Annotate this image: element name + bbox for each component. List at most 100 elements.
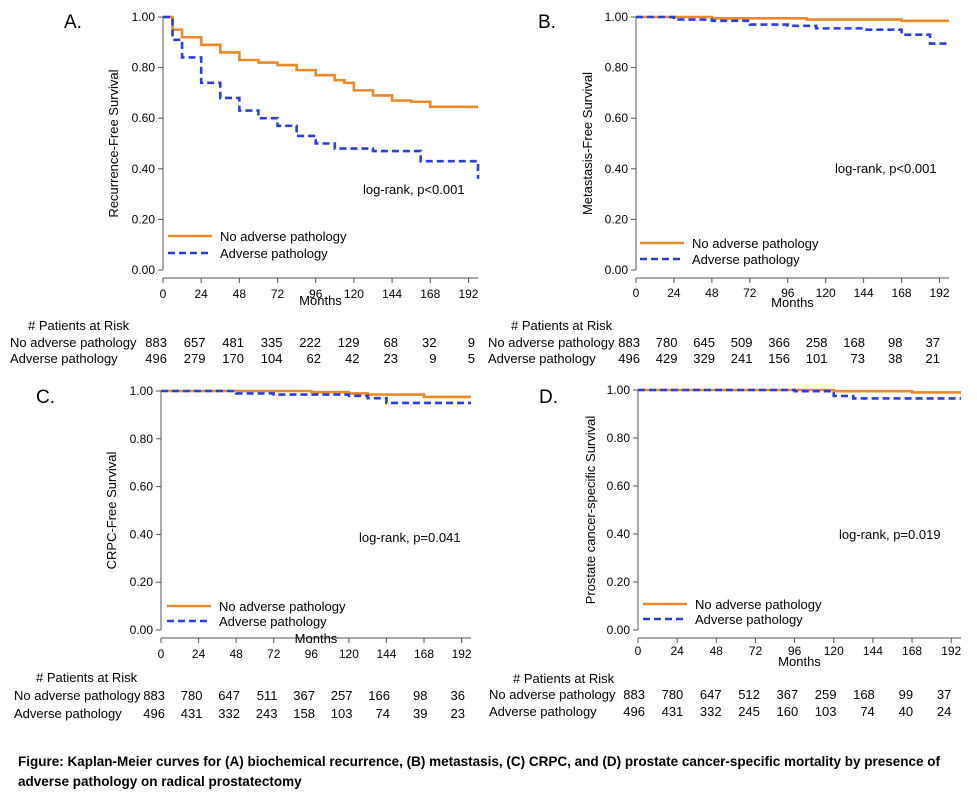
y-tick-label: 0.60 <box>130 480 154 494</box>
x-tick-label: 192 <box>941 644 961 658</box>
y-tick-label: 0.60 <box>607 479 631 493</box>
risk-value: 40 <box>899 704 913 719</box>
legend-label: Adverse pathology <box>219 614 327 629</box>
risk-value: 23 <box>384 351 398 366</box>
x-tick-label: 72 <box>267 647 281 661</box>
y-tick-label: 0.60 <box>605 111 629 125</box>
y-tick-label: 0.40 <box>605 162 629 176</box>
risk-value: 645 <box>693 335 715 350</box>
logrank-annotation: log-rank, p<0.001 <box>363 182 465 197</box>
risk-table-title: # Patients at Risk <box>28 318 130 333</box>
y-tick-label: 0.00 <box>607 623 631 637</box>
y-tick-label: 0.00 <box>605 263 629 277</box>
risk-value: 366 <box>768 335 790 350</box>
risk-value: 103 <box>331 706 353 721</box>
y-tick-label: 0.00 <box>130 623 154 637</box>
risk-value: 37 <box>937 687 951 702</box>
risk-value: 245 <box>738 704 760 719</box>
logrank-annotation: log-rank, p<0.001 <box>835 161 937 176</box>
risk-value: 9 <box>429 351 436 366</box>
risk-value: 104 <box>261 351 283 366</box>
risk-value: 429 <box>656 351 678 366</box>
risk-row-label: No adverse pathology <box>10 335 137 350</box>
risk-value: 657 <box>184 335 206 350</box>
risk-value: 780 <box>656 335 678 350</box>
risk-row-label: Adverse pathology <box>14 706 122 721</box>
logrank-annotation: log-rank, p=0.041 <box>359 530 461 545</box>
risk-table-title: # Patients at Risk <box>513 671 615 686</box>
legend-label: No adverse pathology <box>220 229 347 244</box>
legend-label: No adverse pathology <box>219 599 346 614</box>
risk-value: 496 <box>623 704 645 719</box>
x-tick-label: 0 <box>158 647 165 661</box>
x-axis-label: Months <box>771 295 814 310</box>
risk-value: 335 <box>261 335 283 350</box>
series-line-no-adverse <box>161 389 471 399</box>
risk-value: 647 <box>700 687 722 702</box>
y-tick-label: 0.80 <box>132 61 156 75</box>
x-tick-label: 144 <box>382 287 402 301</box>
series-line-no-adverse <box>638 388 961 394</box>
y-tick-label: 1.00 <box>130 384 154 398</box>
x-tick-label: 72 <box>271 287 285 301</box>
y-tick-label: 1.00 <box>605 10 629 24</box>
y-tick-label: 0.40 <box>607 527 631 541</box>
x-tick-label: 96 <box>305 647 319 661</box>
risk-value: 5 <box>468 351 475 366</box>
y-axis-label: Metastasis-Free Survival <box>580 72 595 215</box>
y-tick-label: 0.00 <box>132 263 156 277</box>
risk-value: 332 <box>218 706 240 721</box>
risk-value: 24 <box>937 704 951 719</box>
y-tick-label: 0.80 <box>607 431 631 445</box>
x-tick-label: 192 <box>452 647 472 661</box>
x-tick-label: 24 <box>192 647 206 661</box>
x-tick-label: 0 <box>633 286 640 300</box>
series-line-no-adverse <box>636 15 949 23</box>
figure-caption: Figure: Kaplan-Meier curves for (A) bioc… <box>18 754 941 789</box>
risk-row-label: Adverse pathology <box>488 351 596 366</box>
x-axis-label: Months <box>299 293 342 308</box>
risk-value: 158 <box>293 706 315 721</box>
risk-value: 279 <box>184 351 206 366</box>
legend-label: Adverse pathology <box>692 252 800 267</box>
risk-value: 431 <box>662 704 684 719</box>
x-tick-label: 96 <box>781 286 795 300</box>
risk-table-title: # Patients at Risk <box>36 670 138 685</box>
risk-value: 98 <box>413 688 427 703</box>
y-tick-label: 0.20 <box>130 575 154 589</box>
risk-value: 258 <box>806 335 828 350</box>
panel-label: C. <box>36 387 55 408</box>
x-axis-label: Months <box>778 654 821 669</box>
x-tick-label: 48 <box>710 644 724 658</box>
y-tick-label: 0.80 <box>130 432 154 446</box>
x-axis-label: Months <box>295 631 338 646</box>
x-tick-label: 0 <box>160 287 167 301</box>
risk-value: 511 <box>257 688 278 703</box>
x-tick-label: 144 <box>863 644 883 658</box>
risk-value: 883 <box>143 688 165 703</box>
risk-value: 101 <box>806 351 828 366</box>
risk-value: 74 <box>376 706 390 721</box>
risk-value: 496 <box>145 351 167 366</box>
x-tick-label: 48 <box>229 647 243 661</box>
risk-value: 98 <box>888 335 902 350</box>
risk-table-title: # Patients at Risk <box>511 318 613 333</box>
risk-value: 103 <box>815 704 837 719</box>
x-tick-label: 168 <box>902 644 922 658</box>
x-tick-label: 72 <box>743 286 757 300</box>
x-tick-label: 0 <box>635 644 642 658</box>
risk-value: 168 <box>843 335 865 350</box>
km-panel-1: A. 0.00 0.20 0.40 0.60 0.80 1.00 0 24 48 72 96 120 14… <box>10 10 480 366</box>
risk-row-label: Adverse pathology <box>10 351 118 366</box>
risk-value: 21 <box>926 351 940 366</box>
risk-value: 496 <box>143 706 165 721</box>
y-axis-label: CRPC-Free Survival <box>104 452 119 570</box>
y-tick-label: 0.40 <box>130 527 154 541</box>
x-tick-label: 96 <box>788 644 802 658</box>
y-tick-label: 0.40 <box>132 162 156 176</box>
risk-value: 257 <box>331 688 353 703</box>
legend-label: No adverse pathology <box>692 236 819 251</box>
risk-value: 367 <box>776 687 798 702</box>
x-tick-label: 192 <box>929 286 949 300</box>
risk-row-label: No adverse pathology <box>489 687 616 702</box>
